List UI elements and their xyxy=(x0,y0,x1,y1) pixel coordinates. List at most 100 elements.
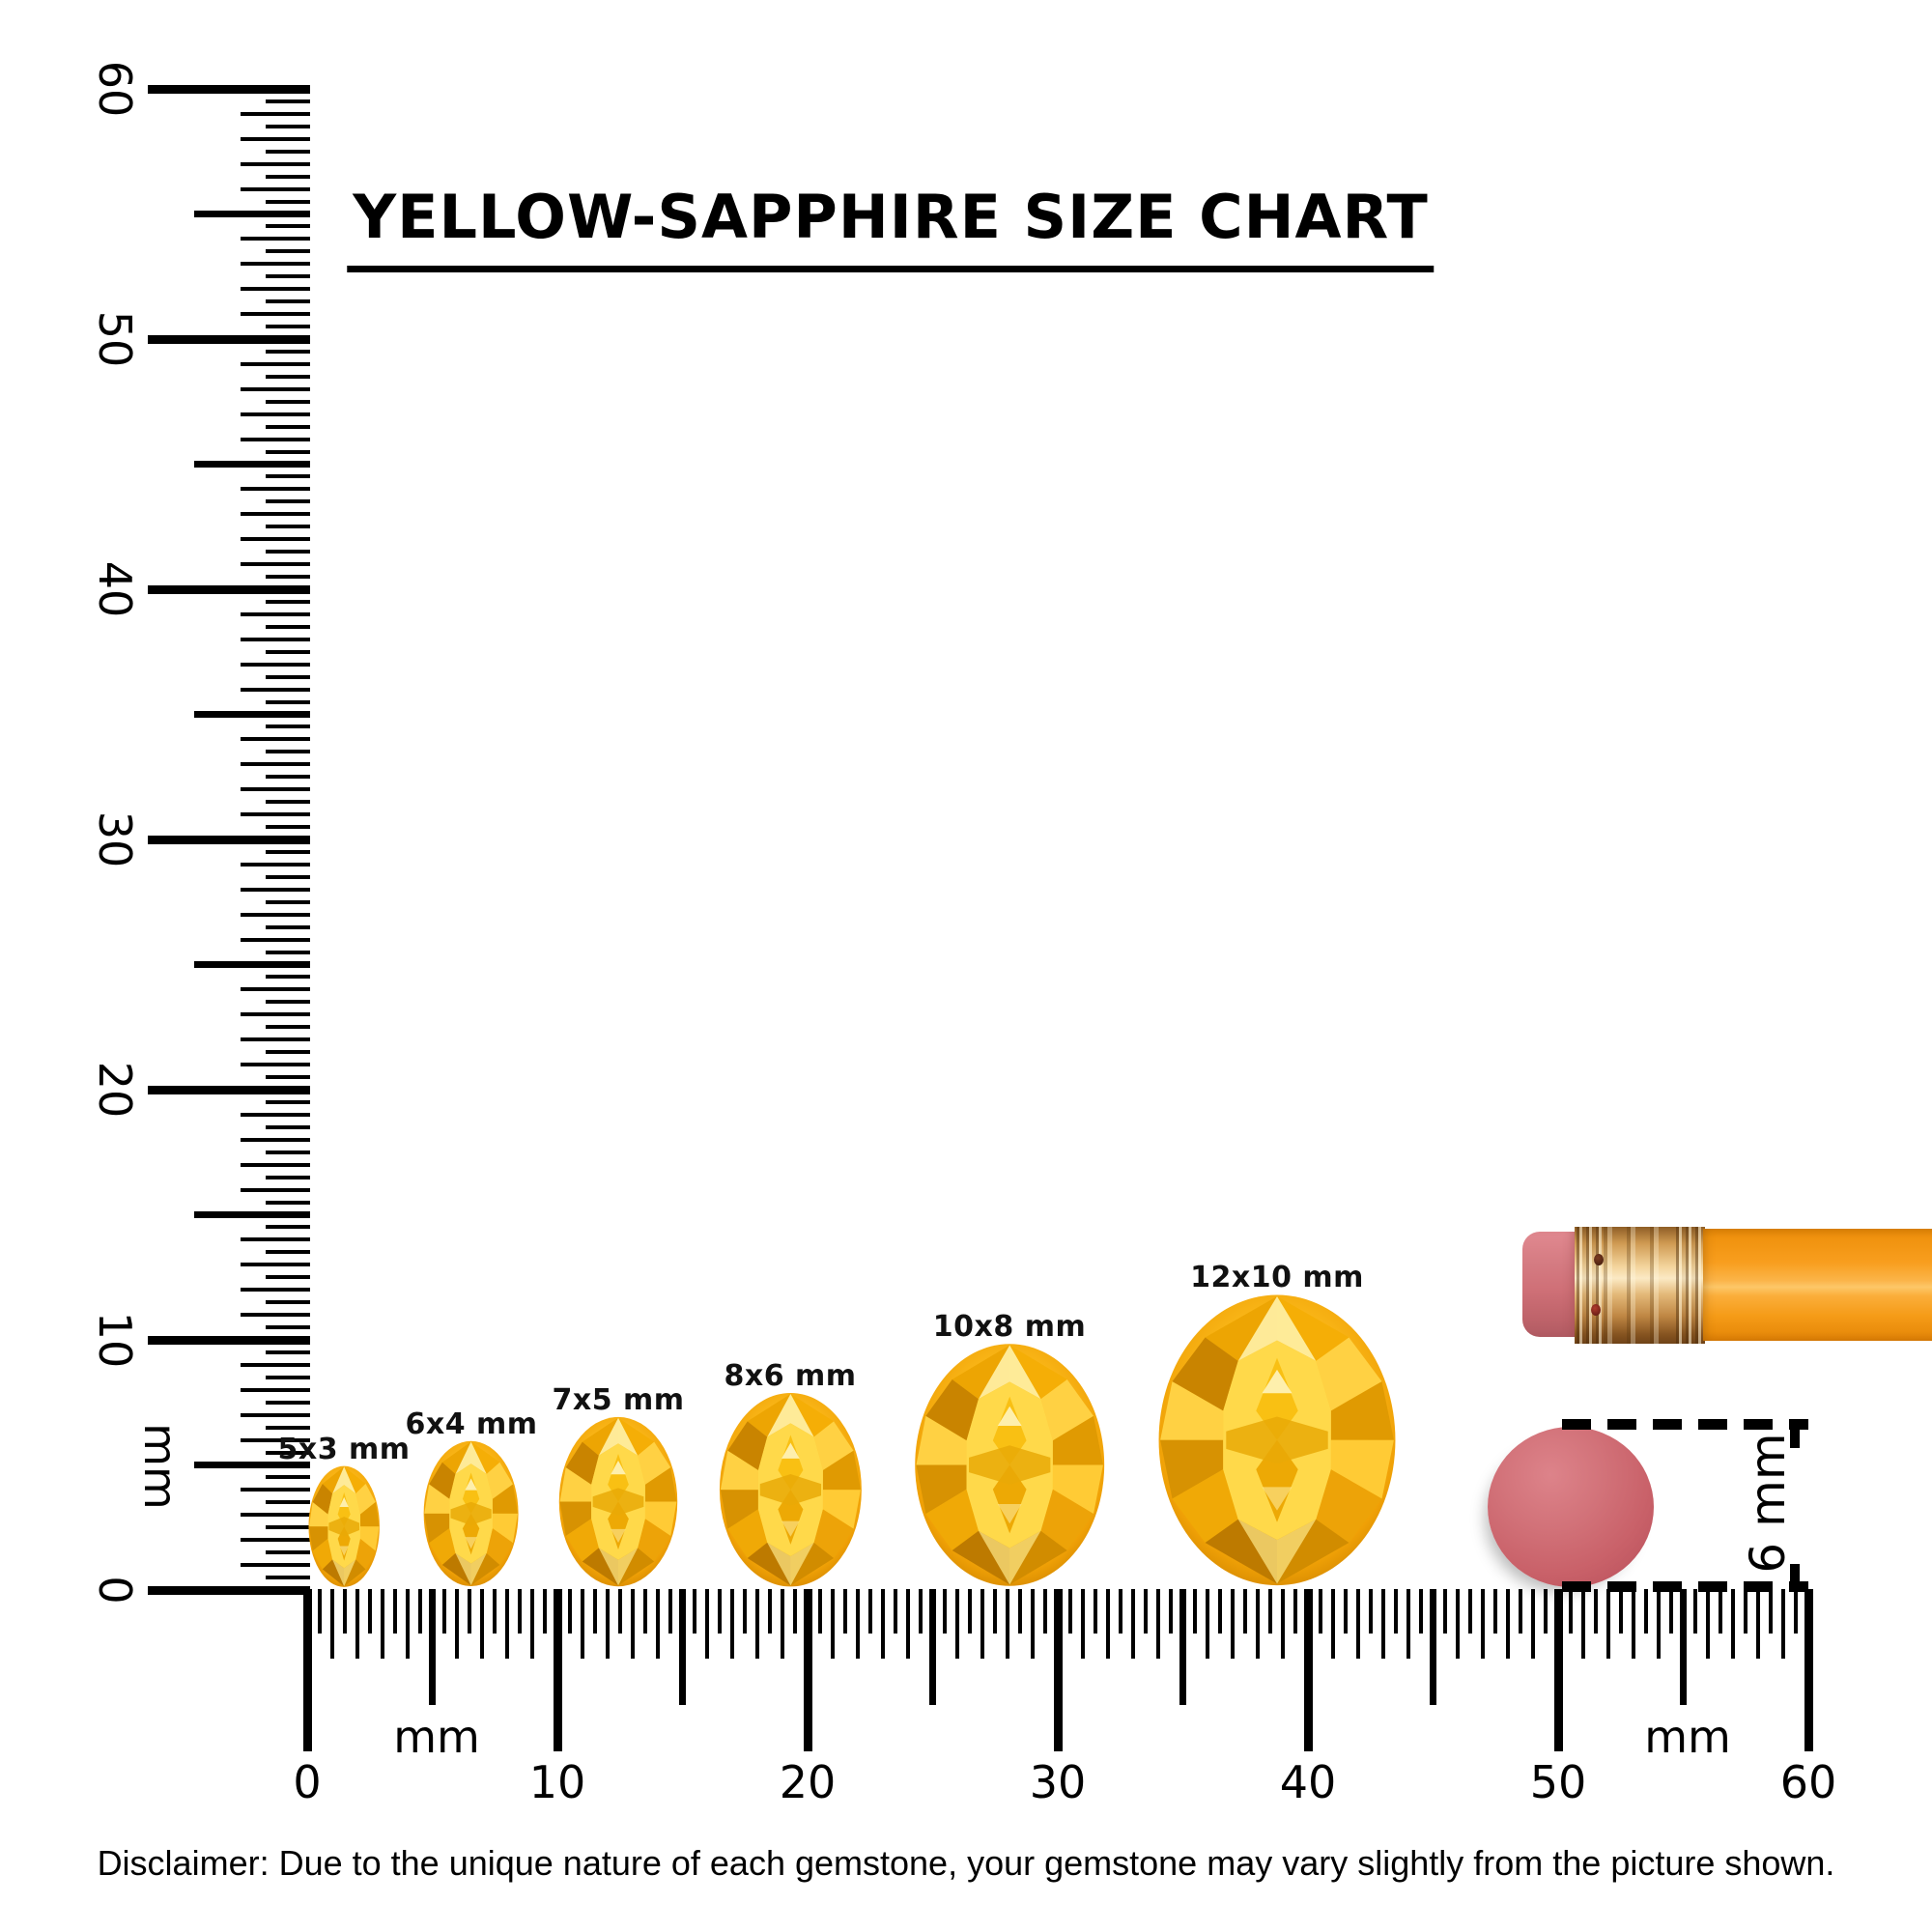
ruler-tick xyxy=(880,1589,885,1659)
ruler-tick xyxy=(266,349,310,354)
ruler-tick xyxy=(893,1589,897,1634)
ruler-tick xyxy=(455,1589,460,1659)
ruler-tick xyxy=(266,499,310,504)
ruler-tick xyxy=(194,461,310,468)
ruler-tick xyxy=(241,386,310,391)
ruler-number: 50 xyxy=(1529,1756,1587,1808)
ruler-tick xyxy=(266,699,310,704)
ruler-tick xyxy=(266,124,310,128)
ruler-tick xyxy=(417,1589,422,1634)
measure-dash-top xyxy=(1562,1419,1808,1430)
gem-8x6mm xyxy=(719,1392,863,1587)
ruler-tick xyxy=(241,662,310,667)
ruler-tick xyxy=(1293,1589,1298,1634)
ruler-tick xyxy=(392,1589,397,1634)
ruler-tick xyxy=(241,1112,310,1117)
ruler-tick xyxy=(1303,1589,1313,1751)
ruler-tick xyxy=(266,924,310,929)
ruler-tick xyxy=(241,1563,310,1568)
ruler-tick xyxy=(241,937,310,942)
ruler-tick xyxy=(718,1589,723,1634)
ruler-tick xyxy=(194,711,310,718)
ruler-tick xyxy=(1318,1589,1322,1634)
ruler-tick xyxy=(1618,1589,1623,1634)
ruler-tick xyxy=(266,1150,310,1154)
ruler-tick xyxy=(241,136,310,141)
measure-stub-top xyxy=(1790,1419,1800,1448)
ruler-tick xyxy=(367,1589,372,1634)
ruler-tick xyxy=(1256,1589,1261,1659)
ruler-tick xyxy=(1544,1589,1548,1634)
ruler-tick xyxy=(266,474,310,479)
ruler-tick xyxy=(241,487,310,492)
ruler-tick xyxy=(266,1275,310,1280)
ruler-tick xyxy=(241,237,310,242)
ruler-tick xyxy=(266,1525,310,1530)
ruler-tick xyxy=(1643,1589,1648,1634)
ruler-tick xyxy=(266,825,310,830)
pencil-eraser xyxy=(1522,1232,1578,1337)
ruler-tick xyxy=(266,1500,310,1505)
ruler-tick xyxy=(266,674,310,679)
ruler-tick xyxy=(266,1375,310,1379)
ruler-tick xyxy=(266,1200,310,1205)
ruler-tick xyxy=(1781,1589,1786,1659)
ruler-tick xyxy=(1593,1589,1598,1634)
ruler-tick xyxy=(905,1589,910,1659)
ruler-tick xyxy=(553,1589,562,1751)
ruler-tick xyxy=(241,1488,310,1492)
ruler-tick xyxy=(993,1589,998,1634)
gem-size-label: 10x8 mm xyxy=(932,1310,1087,1344)
ruler-tick xyxy=(241,1137,310,1142)
ruler-tick xyxy=(241,1387,310,1392)
ruler-tick xyxy=(241,512,310,517)
ruler-tick xyxy=(266,99,310,103)
ruler-tick xyxy=(148,1335,310,1345)
ferrule-reflections xyxy=(1604,1227,1673,1344)
ruler-tick xyxy=(1193,1589,1198,1634)
ruler-tick xyxy=(266,224,310,229)
ruler-number: 60 xyxy=(1779,1756,1837,1808)
ruler-tick xyxy=(1231,1589,1236,1659)
ruler-tick xyxy=(266,1400,310,1405)
ruler-tick xyxy=(867,1589,872,1634)
ruler-tick xyxy=(266,1124,310,1129)
ruler-tick xyxy=(518,1589,523,1634)
gem-5x3mm xyxy=(308,1465,380,1588)
ruler-tick xyxy=(266,299,310,304)
ruler-tick xyxy=(241,687,310,692)
ruler-tick xyxy=(1406,1589,1410,1659)
ruler-tick xyxy=(1481,1589,1486,1659)
ruler-tick xyxy=(1418,1589,1423,1634)
ruler-tick xyxy=(405,1589,410,1659)
ferrule-crimp-left xyxy=(1577,1227,1602,1344)
gem-6x4mm xyxy=(423,1440,519,1587)
ruler-number: 30 xyxy=(89,810,141,868)
ruler-tick xyxy=(266,1300,310,1305)
eraser-disc xyxy=(1488,1427,1654,1587)
disc-size-label: 6 mm xyxy=(1740,1433,1796,1574)
ruler-tick xyxy=(194,1462,310,1468)
ruler-tick xyxy=(655,1589,660,1659)
gem-10x8mm xyxy=(914,1343,1105,1587)
ruler-tick xyxy=(266,174,310,179)
ruler-tick xyxy=(241,312,310,317)
ruler-tick xyxy=(266,1425,310,1430)
ruler-tick xyxy=(241,812,310,817)
ruler-tick xyxy=(1368,1589,1373,1634)
ruler-tick xyxy=(266,274,310,279)
ruler-tick xyxy=(468,1589,472,1634)
ruler-tick xyxy=(1631,1589,1635,1659)
pencil-ferrule xyxy=(1575,1227,1705,1344)
ruler-tick xyxy=(1281,1589,1286,1659)
ruler-tick xyxy=(968,1589,973,1634)
ruler-tick xyxy=(1067,1589,1072,1634)
ruler-tick xyxy=(266,1025,310,1030)
ruler-tick xyxy=(329,1589,334,1659)
ruler-tick xyxy=(1105,1589,1110,1659)
ruler-tick xyxy=(567,1589,572,1634)
ruler-tick xyxy=(1680,1589,1687,1705)
ruler-tick xyxy=(266,1550,310,1555)
ruler-tick xyxy=(1493,1589,1498,1634)
ruler-tick xyxy=(148,584,310,594)
